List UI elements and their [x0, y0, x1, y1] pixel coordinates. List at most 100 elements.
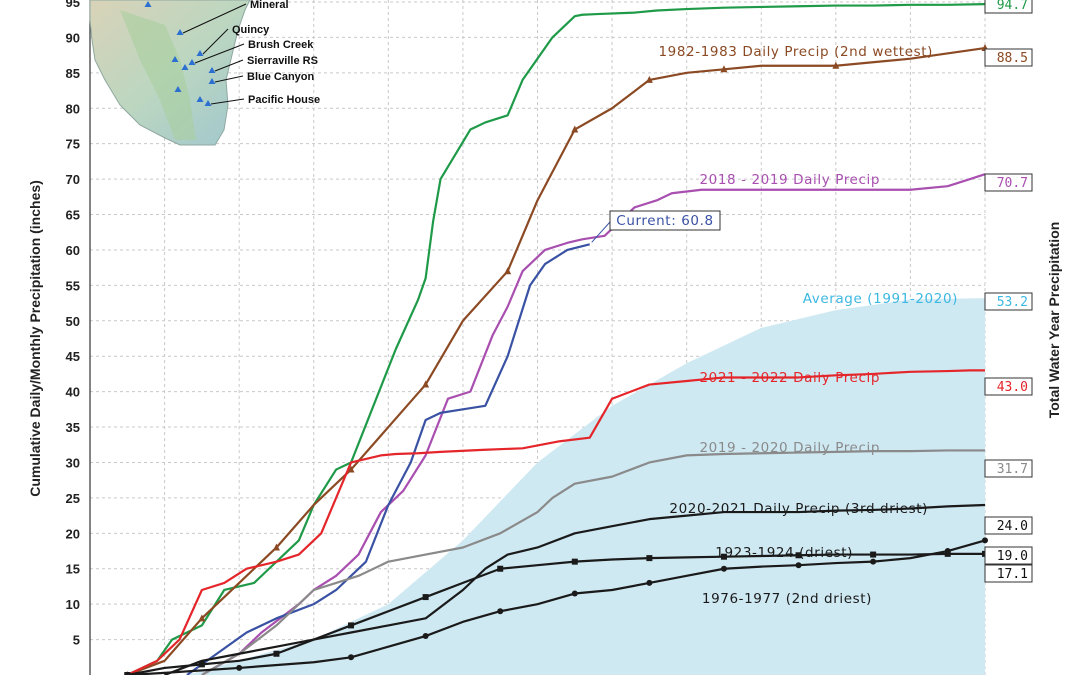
series-marker [870, 558, 877, 565]
series-marker [795, 562, 802, 569]
series-marker [348, 654, 355, 661]
series-marker [720, 553, 727, 560]
series-marker [497, 565, 504, 572]
series-line [126, 3, 986, 675]
map-leader-line [202, 28, 229, 55]
station-label: Blue Canyon [247, 71, 315, 83]
y-axis: 5 10 15 20 25 30 35 40 45 50 55 60 65 70 75 80 85 90 95 Cum… [27, 0, 1062, 675]
total-value-boxes: 94.7 88.5 70.7 53.2 43.0 31.7 24.0 19.0 17.1 [984, 0, 1033, 583]
series-marker [198, 614, 206, 622]
y-tick-label: 90 [66, 30, 80, 45]
series-marker [422, 380, 430, 388]
total-box [984, 48, 1033, 67]
series-marker [982, 537, 988, 544]
map-leader-line [214, 59, 244, 72]
total-box [984, 292, 1033, 311]
current-callout-label: Current: 60.8 [616, 213, 713, 229]
station-marker [176, 29, 184, 35]
total-value-label: 94.7 [997, 0, 1028, 13]
series-marker [273, 650, 280, 657]
total-value-label: 43.0 [997, 380, 1028, 395]
y-tick-label: 50 [66, 314, 80, 329]
average-label: Average (1991-2020) [803, 291, 958, 307]
y-tick-label: 40 [66, 385, 80, 400]
series-marker [347, 465, 355, 473]
series-marker [571, 590, 578, 597]
y-tick-label: 25 [66, 491, 80, 506]
series-line [126, 369, 985, 675]
total-box [984, 516, 1033, 535]
station-marker [188, 59, 196, 65]
average-area [186, 298, 986, 675]
station-marker [196, 96, 204, 102]
series-marker [272, 543, 280, 551]
series-line [164, 503, 986, 675]
series-marker [497, 608, 504, 615]
station-label: Mineral [250, 0, 289, 11]
series-line [186, 243, 590, 675]
total-box [984, 377, 1033, 396]
average-area-fill [186, 298, 986, 675]
map-leader-line [194, 43, 245, 64]
station-marker [181, 64, 189, 70]
total-box [984, 459, 1033, 478]
total-value-label: 70.7 [997, 176, 1028, 191]
station-marker [208, 78, 216, 84]
total-value-label: 17.1 [997, 567, 1028, 582]
y-tick-label: 5 [73, 633, 80, 648]
total-value-label: 88.5 [997, 51, 1028, 66]
series-marker [832, 61, 840, 69]
series-line [127, 552, 985, 675]
series-line [201, 449, 985, 675]
series-marker [422, 633, 429, 640]
station-label: Pacific House [248, 94, 320, 106]
series-label: 2021 - 2022 Daily Precip [699, 370, 880, 386]
series-line [127, 539, 986, 675]
y-tick-label: 15 [66, 562, 80, 577]
station-marker [174, 86, 182, 92]
y-tick-label: 10 [66, 597, 80, 612]
series-marker [504, 267, 512, 275]
series-marker [645, 75, 653, 83]
current-callout-box [609, 210, 721, 231]
y-tick-label: 95 [66, 0, 80, 10]
total-value-label: 53.2 [997, 295, 1028, 310]
y-tick-label: 75 [66, 137, 80, 152]
y-tick-label: 45 [66, 349, 80, 364]
series-labels: 1982-1983 Daily Precip (2nd wettest) 2018… [591, 44, 958, 607]
series-marker [198, 661, 205, 668]
station-marker [171, 56, 179, 62]
station-label: Sierraville RS [247, 55, 318, 67]
total-value-label: 24.0 [997, 519, 1028, 534]
y-tick-label: 30 [66, 455, 80, 470]
series-marker [646, 579, 653, 586]
station-marker [208, 67, 216, 73]
central-valley-shape [120, 10, 196, 140]
total-box [984, 173, 1033, 192]
series-marker [422, 594, 429, 601]
series-marker [870, 551, 877, 558]
y-tick-label: 55 [66, 278, 80, 293]
series-label: 1976-1977 (2nd driest) [702, 591, 872, 607]
series-lines [124, 3, 989, 675]
series-marker [646, 555, 653, 562]
station-marker [196, 50, 204, 56]
total-box [984, 546, 1033, 565]
map-leader-line [214, 75, 244, 83]
series-label: 2018 - 2019 Daily Precip [699, 172, 880, 188]
series-label: 1923-1924 (driest) [715, 545, 853, 561]
y-tick-label: 70 [66, 172, 80, 187]
y-tick-label: 65 [66, 208, 80, 223]
station-label: Brush Creek [248, 39, 314, 51]
series-label: 2020-2021 Daily Precip (3rd driest) [669, 501, 928, 517]
series-marker [236, 664, 243, 671]
y-tick-label: 80 [66, 101, 80, 116]
series-marker [571, 558, 578, 565]
current-callout-line [591, 221, 611, 243]
y-tick-label: 20 [66, 526, 80, 541]
total-value-label: 19.0 [997, 549, 1028, 564]
series-label: 2019 - 2020 Daily Precip [699, 440, 880, 456]
y-tick-label: 85 [66, 66, 80, 81]
